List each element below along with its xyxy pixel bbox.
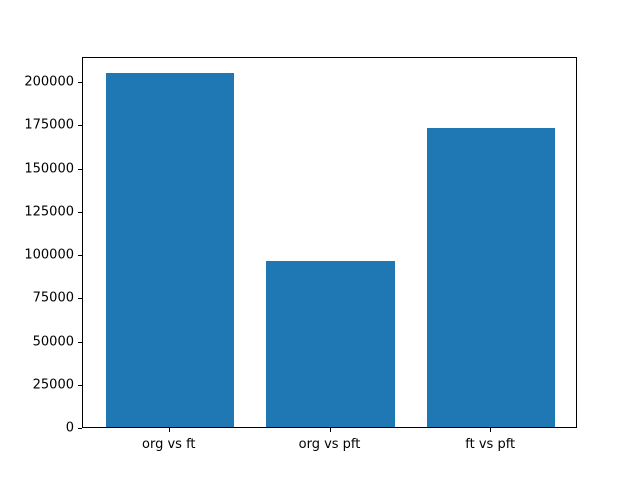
x-tick-mark [490, 428, 492, 432]
bar-ft-vs-pft [426, 127, 556, 427]
y-tick-label: 125000 [24, 204, 74, 220]
bar-org-vs-pft [266, 261, 395, 427]
x-tick-label: org vs ft [142, 437, 196, 452]
y-tick-label: 150000 [24, 161, 74, 177]
x-tick-mark [168, 428, 170, 432]
y-tick-mark [78, 82, 82, 84]
plot-area [82, 57, 577, 428]
y-tick-mark [78, 255, 82, 257]
x-tick-mark [329, 428, 331, 432]
y-tick-label: 100000 [24, 247, 74, 263]
y-tick-label: 0 [65, 420, 74, 436]
y-tick-mark [78, 298, 82, 300]
y-tick-mark [78, 341, 82, 343]
y-tick-label: 50000 [32, 334, 74, 350]
x-tick-label: ft vs pft [465, 437, 516, 452]
y-tick-mark [78, 428, 82, 429]
y-tick-label: 75000 [32, 290, 74, 306]
y-tick-label: 175000 [24, 117, 74, 133]
y-tick-label: 200000 [24, 74, 74, 90]
y-tick-label: 25000 [32, 377, 74, 393]
y-tick-mark [78, 168, 82, 170]
y-tick-mark [78, 125, 82, 127]
x-tick-label: org vs pft [298, 437, 361, 452]
y-tick-mark [78, 211, 82, 213]
y-tick-mark [78, 384, 82, 386]
bar-org-vs-ft [105, 73, 235, 427]
